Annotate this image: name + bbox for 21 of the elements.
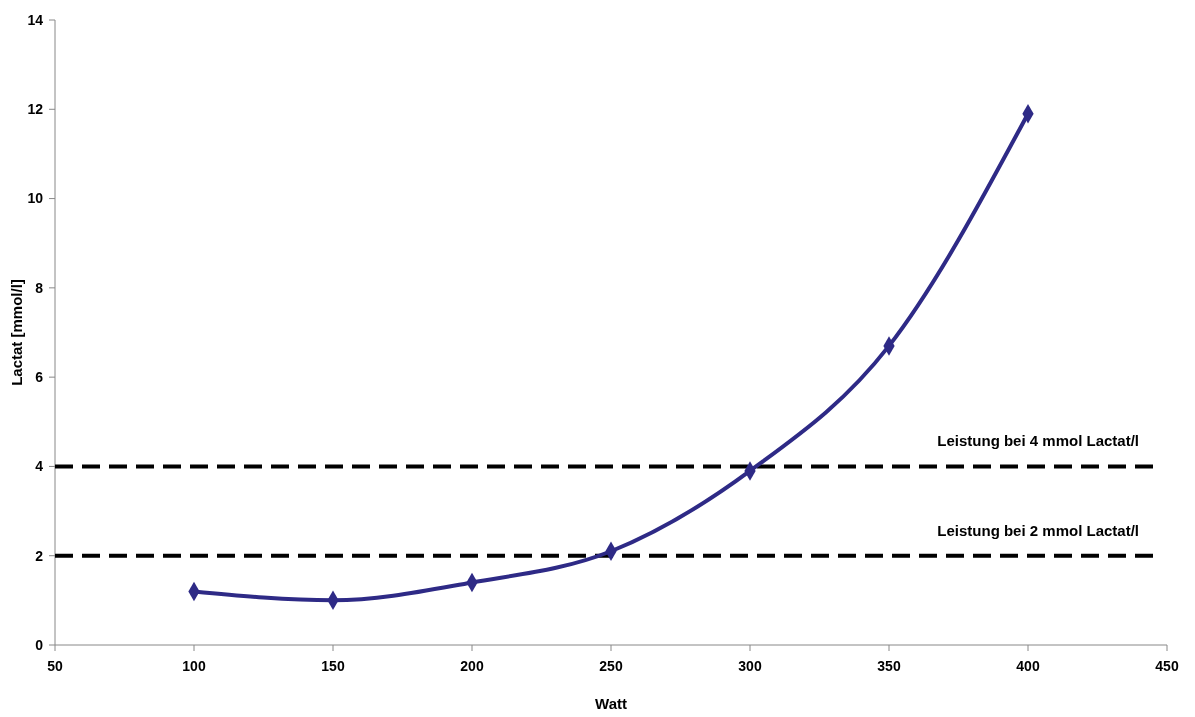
y-tick-label: 14 <box>27 11 44 28</box>
x-tick-label: 150 <box>321 658 345 674</box>
x-tick-label: 100 <box>182 658 206 674</box>
x-tick-label: 350 <box>877 658 901 674</box>
y-tick-label: 8 <box>35 279 44 296</box>
y-tick-label: 2 <box>35 547 44 564</box>
y-tick-label: 4 <box>35 458 44 475</box>
y-tick-label: 0 <box>35 636 44 653</box>
y-axis-title: Lactat [mmol/l] <box>8 279 25 386</box>
y-tick-label: 6 <box>35 369 44 386</box>
y-tick-label: 10 <box>27 190 44 207</box>
x-axis-title: Watt <box>595 695 627 712</box>
x-tick-label: 300 <box>738 658 762 674</box>
ref-line-label: Leistung bei 2 mmol Lactat/l <box>937 521 1139 539</box>
y-tick-label: 12 <box>27 101 44 118</box>
x-tick-label: 250 <box>599 658 623 674</box>
x-tick-label: 450 <box>1155 658 1179 674</box>
x-tick-label: 400 <box>1016 658 1040 674</box>
x-tick-label: 200 <box>460 658 484 674</box>
x-tick-label: 50 <box>47 658 63 674</box>
ref-line-label: Leistung bei 4 mmol Lactat/l <box>937 432 1139 450</box>
